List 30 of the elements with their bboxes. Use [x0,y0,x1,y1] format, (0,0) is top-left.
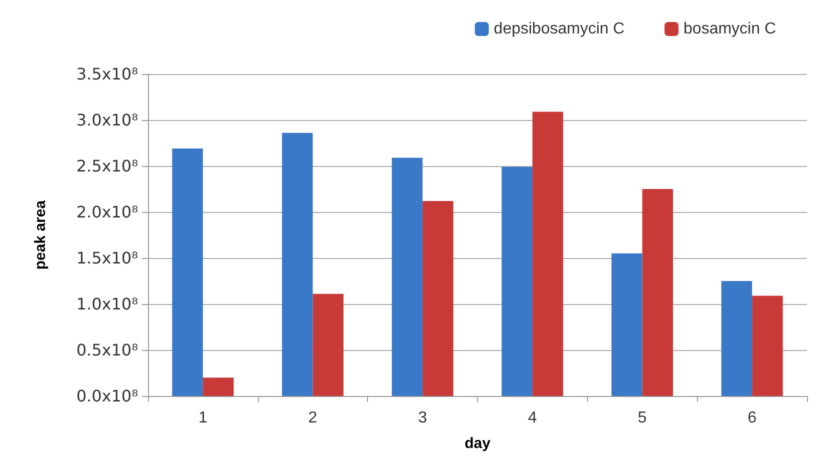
y-tick-label: 3.5x10⁸ [76,64,138,84]
legend-label: bosamycin C [684,20,776,38]
x-tick-label: 3 [418,410,428,426]
x-tick-label: 5 [638,410,647,426]
bar [202,378,234,396]
y-tick-label: 3.0x10⁸ [76,110,138,130]
bar [642,189,674,396]
y-tick-label: 1.5x10⁸ [76,248,138,268]
bar [172,148,203,396]
y-axis-title: peak area [32,200,49,270]
x-tick-label: 4 [528,410,537,426]
bar [611,253,642,396]
legend-label: depsibosamycin C [494,20,625,38]
bar [312,294,344,396]
bar [282,132,313,396]
x-tick-label: 2 [308,410,318,426]
bar [721,281,752,396]
y-tick-label: 0.0x10⁸ [76,386,138,406]
x-axis-title: day [464,435,492,452]
bar [392,158,423,396]
bar [422,200,454,396]
bar [752,296,783,396]
bar [502,166,532,396]
x-tick-label: 1 [198,410,208,426]
y-tick-label: 0.5x10⁸ [76,340,138,360]
x-tick-label: 6 [748,410,757,426]
y-tick-label: 2.0x10⁸ [76,202,138,222]
bar [532,112,564,396]
y-tick-label: 1.0x10⁸ [76,294,138,314]
y-tick-label: 2.5x10⁸ [76,156,138,176]
